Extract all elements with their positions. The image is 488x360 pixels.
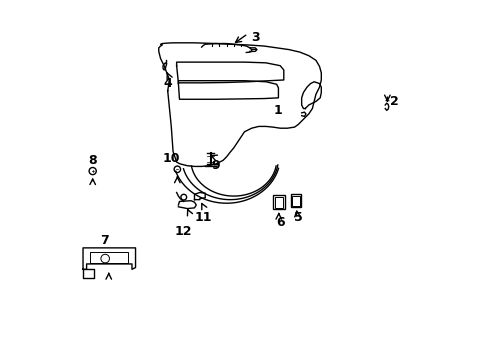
Text: 11: 11 (194, 211, 212, 224)
Text: 12: 12 (175, 225, 192, 238)
Text: 8: 8 (88, 154, 97, 167)
Text: 7: 7 (100, 234, 109, 247)
Text: 9: 9 (211, 159, 220, 172)
Text: 10: 10 (162, 152, 180, 165)
Text: 2: 2 (389, 95, 398, 108)
Text: 3: 3 (250, 31, 259, 44)
Text: 4: 4 (163, 77, 172, 90)
Text: 6: 6 (275, 216, 284, 229)
Text: 5: 5 (293, 211, 302, 224)
Text: 1: 1 (273, 104, 282, 117)
